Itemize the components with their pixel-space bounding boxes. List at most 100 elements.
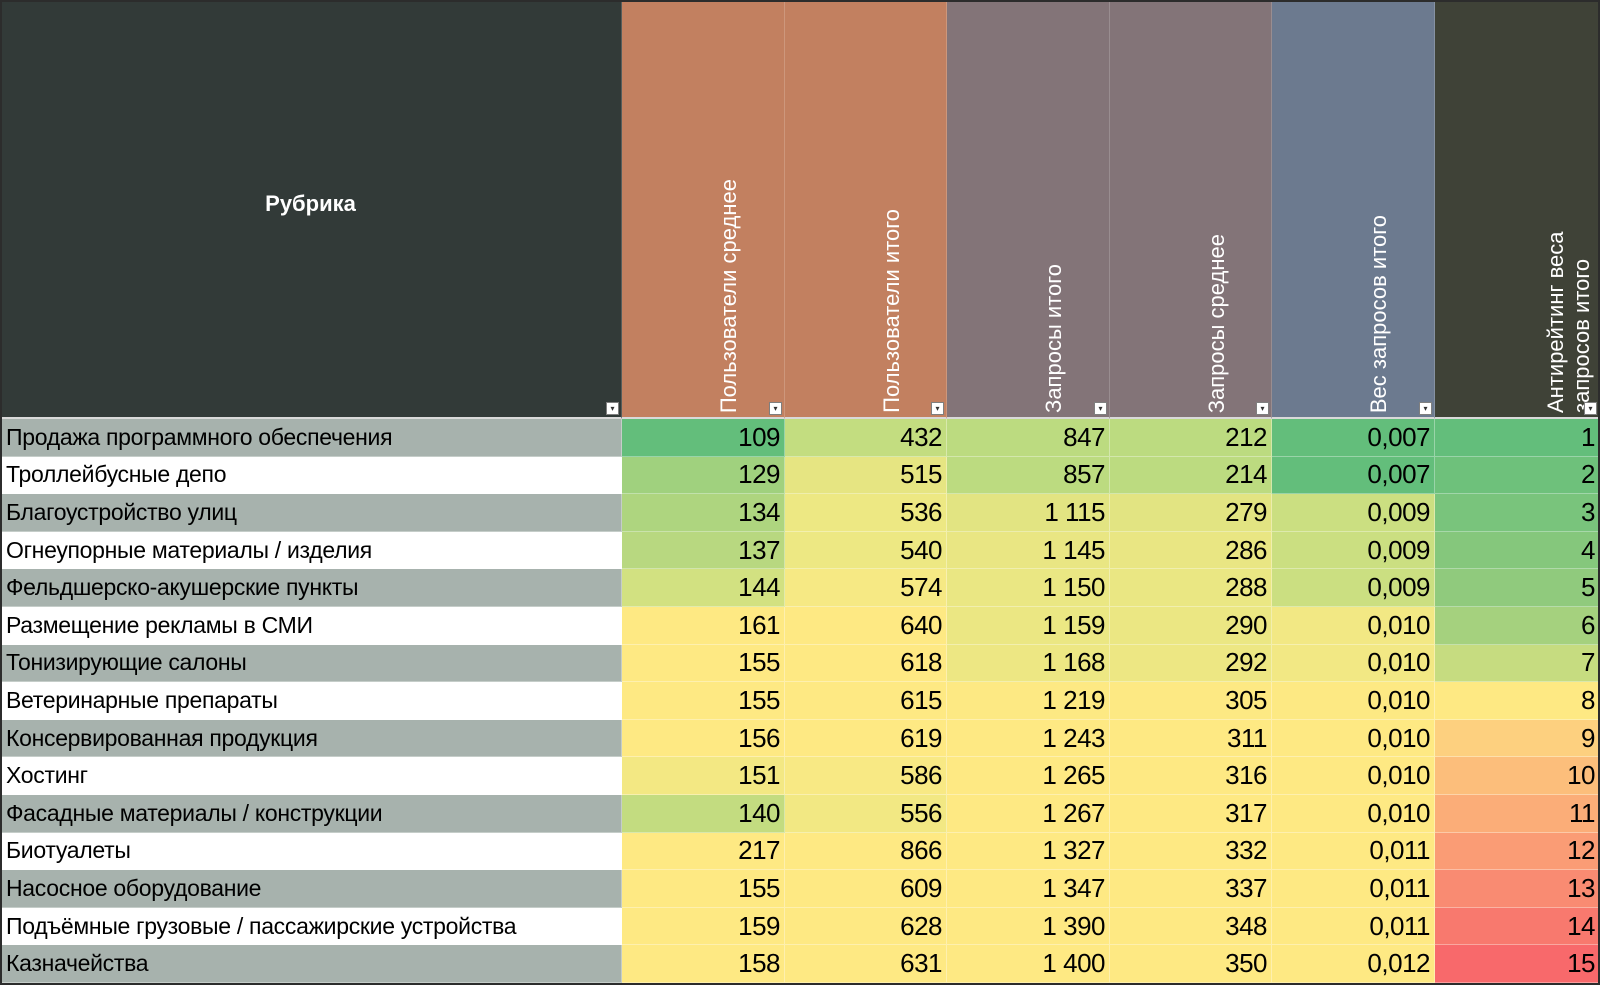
table-cell-antirating[interactable]: 2 [1435, 456, 1600, 495]
table-cell-antirating[interactable]: 12 [1435, 832, 1600, 871]
table-cell-users-total[interactable]: 536 [785, 494, 947, 532]
table-cell-queries-avg[interactable]: 337 [1110, 870, 1272, 908]
filter-dropdown-icon[interactable]: ▾ [769, 402, 782, 415]
table-cell-queries-total[interactable]: 1 267 [947, 794, 1110, 833]
table-cell-weight-total[interactable]: 0,009 [1272, 569, 1435, 607]
table-cell-users-avg[interactable]: 137 [622, 531, 785, 570]
table-cell-antirating[interactable]: 6 [1435, 606, 1600, 645]
table-cell-antirating[interactable]: 13 [1435, 870, 1600, 908]
table-cell-antirating[interactable]: 10 [1435, 757, 1600, 795]
table-cell-weight-total[interactable]: 0,012 [1272, 945, 1435, 983]
table-cell-users-avg[interactable]: 109 [622, 419, 785, 457]
table-cell-queries-total[interactable]: 1 390 [947, 907, 1110, 946]
table-cell-users-avg[interactable]: 140 [622, 794, 785, 833]
table-cell-queries-total[interactable]: 1 265 [947, 757, 1110, 795]
table-cell-queries-avg[interactable]: 279 [1110, 494, 1272, 532]
table-cell-users-total[interactable]: 609 [785, 870, 947, 908]
table-cell-antirating[interactable]: 8 [1435, 682, 1600, 720]
table-cell-users-avg[interactable]: 159 [622, 907, 785, 946]
table-cell-queries-total[interactable]: 1 115 [947, 494, 1110, 532]
table-cell-weight-total[interactable]: 0,009 [1272, 494, 1435, 532]
table-cell-queries-avg[interactable]: 317 [1110, 794, 1272, 833]
table-cell-queries-total[interactable]: 1 150 [947, 569, 1110, 607]
header-queries-avg[interactable]: Запросы среднее ▾ [1110, 0, 1272, 419]
table-cell-users-avg[interactable]: 156 [622, 719, 785, 758]
table-cell-users-total[interactable]: 615 [785, 682, 947, 720]
table-cell-queries-total[interactable]: 1 168 [947, 644, 1110, 683]
table-cell-antirating[interactable]: 7 [1435, 644, 1600, 683]
table-cell-rubric[interactable]: Консервированная продукция [0, 719, 622, 758]
table-cell-weight-total[interactable]: 0,007 [1272, 456, 1435, 495]
table-cell-queries-total[interactable]: 1 145 [947, 531, 1110, 570]
table-cell-users-total[interactable]: 586 [785, 757, 947, 795]
filter-dropdown-icon[interactable]: ▾ [1094, 402, 1107, 415]
header-queries-total[interactable]: Запросы итого ▾ [947, 0, 1110, 419]
table-cell-users-avg[interactable]: 134 [622, 494, 785, 532]
table-cell-queries-avg[interactable]: 305 [1110, 682, 1272, 720]
table-cell-queries-total[interactable]: 1 327 [947, 832, 1110, 871]
table-cell-queries-avg[interactable]: 288 [1110, 569, 1272, 607]
filter-dropdown-icon[interactable]: ▾ [1584, 402, 1597, 415]
table-cell-queries-avg[interactable]: 212 [1110, 419, 1272, 457]
table-cell-antirating[interactable]: 15 [1435, 945, 1600, 983]
table-cell-weight-total[interactable]: 0,010 [1272, 606, 1435, 645]
header-antirating[interactable]: Антирейтинг веса запросов итого ▾ [1435, 0, 1600, 419]
table-cell-users-total[interactable]: 618 [785, 644, 947, 683]
table-cell-users-avg[interactable]: 161 [622, 606, 785, 645]
table-cell-antirating[interactable]: 14 [1435, 907, 1600, 946]
table-cell-users-total[interactable]: 866 [785, 832, 947, 871]
table-cell-users-total[interactable]: 574 [785, 569, 947, 607]
table-cell-queries-avg[interactable]: 316 [1110, 757, 1272, 795]
table-cell-queries-total[interactable]: 1 347 [947, 870, 1110, 908]
table-cell-antirating[interactable]: 4 [1435, 531, 1600, 570]
table-cell-rubric[interactable]: Размещение рекламы в СМИ [0, 606, 622, 645]
table-cell-antirating[interactable]: 5 [1435, 569, 1600, 607]
table-cell-weight-total[interactable]: 0,010 [1272, 757, 1435, 795]
table-cell-antirating[interactable]: 9 [1435, 719, 1600, 758]
table-cell-users-total[interactable]: 540 [785, 531, 947, 570]
table-cell-antirating[interactable]: 3 [1435, 494, 1600, 532]
table-cell-antirating[interactable]: 1 [1435, 419, 1600, 457]
header-rubric[interactable]: Рубрика ▾ [0, 0, 622, 419]
table-cell-users-avg[interactable]: 155 [622, 682, 785, 720]
table-cell-queries-avg[interactable]: 214 [1110, 456, 1272, 495]
table-cell-users-total[interactable]: 631 [785, 945, 947, 983]
table-cell-weight-total[interactable]: 0,010 [1272, 719, 1435, 758]
table-cell-rubric[interactable]: Благоустройство улиц [0, 494, 622, 532]
table-cell-weight-total[interactable]: 0,011 [1272, 870, 1435, 908]
table-cell-users-total[interactable]: 619 [785, 719, 947, 758]
table-cell-rubric[interactable]: Казначейства [0, 945, 622, 983]
table-cell-users-avg[interactable]: 155 [622, 870, 785, 908]
table-cell-rubric[interactable]: Фасадные материалы / конструкции [0, 794, 622, 833]
header-weight-total[interactable]: Вес запросов итого ▾ [1272, 0, 1435, 419]
table-cell-rubric[interactable]: Подъёмные грузовые / пассажирские устрой… [0, 907, 622, 946]
header-users-avg[interactable]: Пользователи среднее ▾ [622, 0, 785, 419]
table-cell-users-total[interactable]: 432 [785, 419, 947, 457]
table-cell-users-avg[interactable]: 129 [622, 456, 785, 495]
table-cell-rubric[interactable]: Фельдшерско-акушерские пункты [0, 569, 622, 607]
table-cell-queries-avg[interactable]: 292 [1110, 644, 1272, 683]
table-cell-weight-total[interactable]: 0,010 [1272, 794, 1435, 833]
filter-dropdown-icon[interactable]: ▾ [1256, 402, 1269, 415]
table-cell-users-avg[interactable]: 155 [622, 644, 785, 683]
table-cell-rubric[interactable]: Продажа программного обеспечения [0, 419, 622, 457]
table-cell-rubric[interactable]: Тонизирующие салоны [0, 644, 622, 683]
table-cell-users-avg[interactable]: 144 [622, 569, 785, 607]
table-cell-rubric[interactable]: Ветеринарные препараты [0, 682, 622, 720]
table-cell-queries-avg[interactable]: 348 [1110, 907, 1272, 946]
table-cell-weight-total[interactable]: 0,010 [1272, 682, 1435, 720]
header-users-total[interactable]: Пользователи итого ▾ [785, 0, 947, 419]
table-cell-weight-total[interactable]: 0,011 [1272, 907, 1435, 946]
table-cell-queries-total[interactable]: 1 159 [947, 606, 1110, 645]
table-cell-users-total[interactable]: 515 [785, 456, 947, 495]
filter-dropdown-icon[interactable]: ▾ [606, 402, 619, 415]
table-cell-queries-avg[interactable]: 311 [1110, 719, 1272, 758]
table-cell-weight-total[interactable]: 0,010 [1272, 644, 1435, 683]
table-cell-rubric[interactable]: Биотуалеты [0, 832, 622, 871]
filter-dropdown-icon[interactable]: ▾ [931, 402, 944, 415]
table-cell-queries-total[interactable]: 857 [947, 456, 1110, 495]
table-cell-users-total[interactable]: 628 [785, 907, 947, 946]
table-cell-users-avg[interactable]: 217 [622, 832, 785, 871]
table-cell-queries-total[interactable]: 1 243 [947, 719, 1110, 758]
table-cell-queries-total[interactable]: 1 400 [947, 945, 1110, 983]
